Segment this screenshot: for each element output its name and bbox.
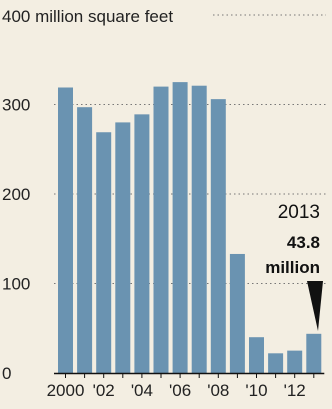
x-tick-label: '04 [131, 381, 153, 400]
gridlines [54, 14, 326, 284]
callout-pointer [307, 281, 323, 331]
bar-2003 [115, 122, 131, 374]
bar-2013 [306, 333, 322, 373]
bar-2006 [172, 82, 188, 373]
bar-2000 [58, 87, 73, 374]
bar-2008 [210, 99, 226, 373]
y-tick-label: 0 [2, 364, 11, 383]
y-tick-labels: 0 100 200 300 [2, 96, 30, 384]
bar-2012 [287, 350, 303, 373]
bar-2007 [191, 85, 207, 373]
bar-2002 [96, 132, 112, 373]
x-tick-labels: 2000 '02 '04 '06 '08 '10 '12 [47, 373, 315, 400]
bar-2009 [229, 253, 245, 373]
bars [54, 82, 325, 375]
y-tick-label: 300 [2, 96, 30, 115]
callout-year: 2013 [278, 202, 320, 223]
callout-unit: million [265, 258, 320, 277]
bar-2010 [249, 337, 264, 373]
bar-2005 [153, 86, 169, 373]
y-tick-label: 200 [2, 185, 30, 204]
x-tick-label: '08 [207, 381, 229, 400]
callout-value: 43.8 [287, 233, 320, 252]
bar-2001 [77, 107, 93, 373]
x-tick-label: '10 [245, 381, 267, 400]
x-tick-label: '06 [169, 381, 191, 400]
y-tick-label: 100 [2, 275, 30, 294]
x-tick-label: '02 [93, 381, 115, 400]
x-tick-label: 2000 [47, 381, 85, 400]
callout-2013: 2013 43.8 million [265, 202, 323, 331]
bar-2011 [268, 353, 284, 373]
x-tick-label: '12 [284, 381, 306, 400]
bar-2004 [134, 114, 150, 373]
y-axis-title: 400 million square feet [2, 7, 173, 26]
